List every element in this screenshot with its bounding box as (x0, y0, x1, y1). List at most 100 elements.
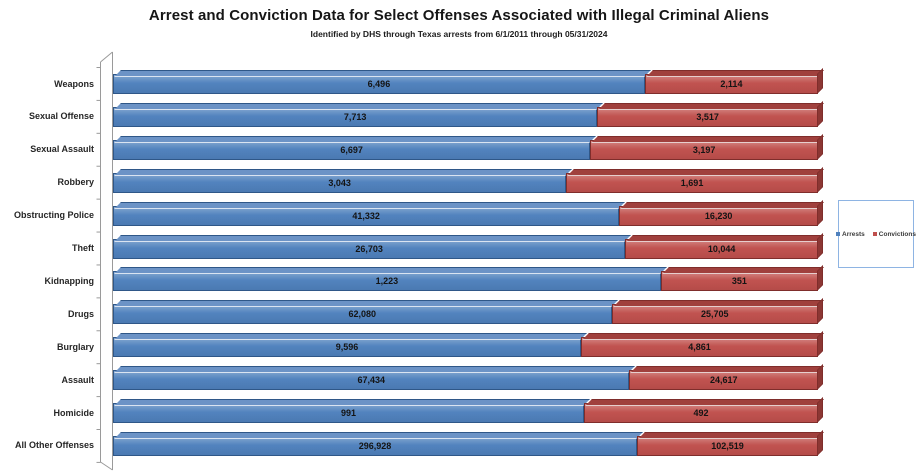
arrests-value-label: 991 (341, 407, 357, 418)
arrests-value-label: 41,332 (352, 210, 380, 221)
convictions-value-label: 25,705 (701, 309, 729, 320)
category-label: Kidnapping (44, 275, 95, 286)
axis-ticks (96, 67, 101, 463)
convictions-bar-segment: 2,114 (644, 68, 824, 94)
arrests-value-label: 7,713 (343, 111, 367, 122)
bar-top-face (114, 102, 604, 110)
legend-box: Arrests Convictions (836, 200, 916, 268)
category-label: Weapons (54, 78, 94, 89)
category-label: Theft (72, 243, 94, 254)
convictions-value-label: 2,114 (720, 78, 743, 89)
bar-top-face (645, 70, 824, 77)
legend-items: Arrests Convictions (836, 231, 916, 238)
bar-top-face (114, 234, 632, 242)
arrests-bar-segment: 6,496 (113, 70, 651, 94)
arrests-value-label: 3,043 (328, 177, 351, 188)
bar-row: 62,080 25,705 (113, 298, 824, 325)
convictions-marker-icon (872, 232, 877, 236)
bar-top-face (114, 168, 573, 176)
convictions-bar-segment: 3,517 (597, 100, 824, 127)
category-label: Sexual Offense (28, 111, 94, 122)
bar-top-face (114, 135, 597, 143)
arrests-bar-segment: 9,596 (113, 333, 587, 358)
convictions-bar-segment: 1,691 (566, 166, 824, 193)
arrests-value-label: 9,596 (335, 342, 359, 353)
bar-top-face (114, 267, 667, 275)
bar-top-face (630, 366, 824, 374)
convictions-value-label: 102,519 (711, 440, 744, 451)
bar-row: 7,713 3,517 (113, 100, 824, 127)
bar-row: 9,596 4,861 (113, 331, 824, 358)
convictions-value-label: 4,861 (688, 342, 711, 353)
convictions-value-label: 10,044 (707, 243, 736, 254)
bar-row: 41,332 16,230 (113, 199, 824, 226)
bar-top-face (585, 399, 824, 407)
bar-top-face (114, 399, 591, 407)
convictions-value-label: 1,691 (680, 177, 704, 188)
arrests-bar-segment: 67,434 (113, 366, 636, 391)
bar-top-face (598, 102, 824, 110)
arrests-value-label: 26,703 (355, 243, 383, 254)
convictions-value-label: 492 (693, 407, 709, 418)
bar-top-face (626, 234, 824, 242)
category-label: Drugs (67, 308, 94, 319)
arrests-bar-segment: 3,043 (113, 168, 573, 193)
convictions-bar-segment: 3,197 (590, 133, 824, 160)
convictions-value-label: 3,517 (696, 111, 719, 122)
convictions-bar-segment: 10,044 (625, 232, 824, 259)
convictions-value-label: 3,197 (692, 144, 716, 155)
bar-top-face (638, 431, 824, 439)
arrests-bar-segment: 6,697 (113, 135, 597, 160)
arrests-bar-segment: 1,223 (113, 267, 667, 292)
legend-label: Arrests (842, 230, 865, 238)
arrests-value-label: 67,434 (357, 374, 385, 385)
bar-row: 26,703 10,044 (113, 232, 824, 259)
arrests-bar-segment: 296,928 (113, 431, 644, 456)
arrests-bar-segment: 41,332 (113, 201, 626, 226)
convictions-value-label: 24,617 (709, 374, 738, 385)
convictions-bar-segment: 24,617 (629, 364, 824, 391)
category-label: Robbery (57, 177, 94, 188)
legend-label: Convictions (878, 230, 916, 238)
bar-top-face (114, 431, 644, 439)
category-label: Sexual Assault (30, 144, 94, 155)
arrests-value-label: 1,223 (375, 276, 399, 287)
arrests-value-label: 6,496 (367, 78, 391, 89)
plot-area: 6,496 2,114 7,713 3,517 6,697 3,197 3,043 1,691… (113, 0, 824, 474)
category-label: Assault (61, 374, 94, 385)
legend-item-arrests: Arrests (836, 231, 865, 238)
convictions-bar-segment: 16,230 (619, 199, 824, 226)
chart-subtitle: Identified by DHS through Texas arrests … (310, 29, 608, 39)
arrests-value-label: 6,697 (340, 144, 363, 155)
convictions-bar-segment: 25,705 (611, 298, 824, 325)
chart-title: Arrest and Conviction Data for Select Of… (148, 7, 770, 24)
bar-row: 296,928 102,519 (113, 429, 824, 456)
arrests-bar-segment: 62,080 (113, 300, 618, 325)
arrests-bar-segment: 26,703 (113, 234, 632, 259)
bar-top-face (567, 168, 824, 176)
category-label: Homicide (53, 407, 94, 418)
bar-top-face (661, 267, 824, 275)
category-label: Burglary (56, 341, 94, 352)
bar-row: 991 492 (113, 397, 824, 424)
arrests-value-label: 296,928 (358, 440, 392, 451)
bar-top-face (114, 70, 651, 77)
arrests-bar-segment: 991 (113, 399, 591, 424)
bar-row: 6,496 2,114 (113, 68, 824, 94)
bar-row: 67,434 24,617 (113, 364, 824, 391)
bar-row: 6,697 3,197 (113, 133, 824, 160)
bar-top-face (620, 201, 824, 209)
arrests-bar-segment: 7,713 (113, 102, 604, 127)
convictions-bar-segment: 351 (660, 265, 824, 292)
category-label: All Other Offenses (14, 440, 94, 451)
convictions-value-label: 351 (731, 276, 747, 287)
bar-row: 3,043 1,691 (113, 166, 824, 193)
convictions-bar-segment: 102,519 (637, 429, 824, 456)
category-labels: Weapons Sexual Offense Sexual Assault Robbe… (0, 0, 94, 474)
bar-row: 1,223 351 (113, 265, 824, 292)
bar-top-face (114, 300, 618, 308)
convictions-bar-segment: 492 (584, 397, 824, 424)
category-label: Obstructing Police (13, 210, 94, 221)
